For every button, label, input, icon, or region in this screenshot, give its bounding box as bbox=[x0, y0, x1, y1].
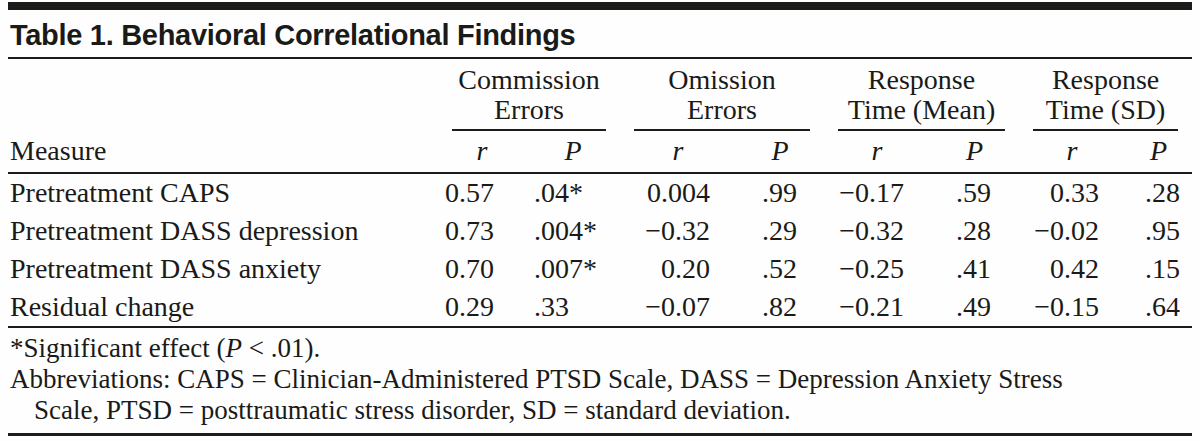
journal-table-figure: Table 1. Behavioral Correlational Findin… bbox=[0, 0, 1200, 441]
group-header-row: Commission Errors Omission Errors Respon… bbox=[8, 59, 1192, 131]
r-value-cell: 0.004 bbox=[620, 173, 736, 212]
significance-footnote-prefix: *Significant effect ( bbox=[10, 333, 225, 363]
p-value-cell: .007* bbox=[526, 250, 620, 288]
r-value-cell: 0.73 bbox=[438, 212, 526, 250]
group-header-response-time-sd: Response Time (SD) bbox=[1019, 59, 1192, 131]
p-value-cell: .15 bbox=[1125, 250, 1192, 288]
p-value-cell: .41 bbox=[930, 250, 1019, 288]
top-rule bbox=[8, 2, 1192, 10]
table-row-pretreatment-dass-depression: Pretreatment DASS depression 0.73 .004* … bbox=[8, 212, 1192, 250]
r-column-header: r bbox=[438, 131, 526, 173]
p-value-cell: .29 bbox=[736, 212, 824, 250]
group-label-line: Errors bbox=[452, 95, 606, 125]
p-value-cell: .49 bbox=[930, 288, 1019, 327]
table-row-pretreatment-dass-anxiety: Pretreatment DASS anxiety 0.70 .007* 0.2… bbox=[8, 250, 1192, 288]
r-value-cell: 0.20 bbox=[620, 250, 736, 288]
significance-footnote-p: P bbox=[225, 333, 242, 363]
r-value-cell: −0.25 bbox=[824, 250, 930, 288]
measure-cell: Pretreatment DASS depression bbox=[8, 212, 438, 250]
p-value-cell: .04* bbox=[526, 173, 620, 212]
group-label-line: Response bbox=[1033, 65, 1178, 95]
p-column-header: P bbox=[736, 131, 824, 173]
r-value-cell: −0.17 bbox=[824, 173, 930, 212]
p-column-header: P bbox=[1125, 131, 1192, 173]
p-column-header: P bbox=[930, 131, 1019, 173]
group-label-line: Commission bbox=[452, 65, 606, 95]
group-label-line: Time (Mean) bbox=[838, 95, 1005, 125]
group-label-line: Response bbox=[838, 65, 1005, 95]
p-value-cell: .004* bbox=[526, 212, 620, 250]
r-value-cell: 0.42 bbox=[1019, 250, 1125, 288]
correlation-table: Commission Errors Omission Errors Respon… bbox=[8, 59, 1192, 328]
p-value-cell: .59 bbox=[930, 173, 1019, 212]
group-label-line: Time (SD) bbox=[1033, 95, 1178, 125]
bottom-rule bbox=[8, 433, 1192, 436]
table-title: Table 1. Behavioral Correlational Findin… bbox=[8, 10, 1192, 57]
r-value-cell: −0.21 bbox=[824, 288, 930, 327]
r-value-cell: 0.33 bbox=[1019, 173, 1125, 212]
p-value-cell: .28 bbox=[1125, 173, 1192, 212]
group-header-omission-errors: Omission Errors bbox=[620, 59, 824, 131]
p-value-cell: .52 bbox=[736, 250, 824, 288]
p-value-cell: .95 bbox=[1125, 212, 1192, 250]
r-value-cell: −0.32 bbox=[620, 212, 736, 250]
abbreviations-footnote-line2: Scale, PTSD = posttraumatic stress disor… bbox=[8, 395, 1192, 426]
measure-cell: Residual change bbox=[8, 288, 438, 327]
abbreviations-footnote-line1: Abbreviations: CAPS = Clinician-Administ… bbox=[8, 364, 1192, 395]
r-value-cell: −0.15 bbox=[1019, 288, 1125, 327]
r-value-cell: 0.57 bbox=[438, 173, 526, 212]
r-column-header: r bbox=[824, 131, 930, 173]
r-column-header: r bbox=[620, 131, 736, 173]
r-value-cell: 0.70 bbox=[438, 250, 526, 288]
p-value-cell: .33 bbox=[526, 288, 620, 327]
table-row-residual-change: Residual change 0.29 .33 −0.07 .82 −0.21… bbox=[8, 288, 1192, 327]
measure-cell: Pretreatment CAPS bbox=[8, 173, 438, 212]
significance-footnote-suffix: < .01). bbox=[242, 333, 320, 363]
r-value-cell: −0.02 bbox=[1019, 212, 1125, 250]
significance-footnote: *Significant effect (P < .01). bbox=[8, 333, 1192, 364]
r-column-header: r bbox=[1019, 131, 1125, 173]
group-header-response-time-mean: Response Time (Mean) bbox=[824, 59, 1019, 131]
r-value-cell: −0.32 bbox=[824, 212, 930, 250]
p-value-cell: .82 bbox=[736, 288, 824, 327]
table-footnotes: *Significant effect (P < .01). Abbreviat… bbox=[8, 328, 1192, 426]
p-value-cell: .28 bbox=[930, 212, 1019, 250]
group-label-line: Omission bbox=[634, 65, 810, 95]
p-column-header: P bbox=[526, 131, 620, 173]
table-row-pretreatment-caps: Pretreatment CAPS 0.57 .04* 0.004 .99 −0… bbox=[8, 173, 1192, 212]
group-label-line: Errors bbox=[634, 95, 810, 125]
group-header-commission-errors: Commission Errors bbox=[438, 59, 620, 131]
subheader-row: Measure r P r P r P r P bbox=[8, 131, 1192, 173]
group-header-spacer bbox=[8, 59, 438, 131]
p-value-cell: .64 bbox=[1125, 288, 1192, 327]
r-value-cell: 0.29 bbox=[438, 288, 526, 327]
r-value-cell: −0.07 bbox=[620, 288, 736, 327]
measure-cell: Pretreatment DASS anxiety bbox=[8, 250, 438, 288]
measure-column-header: Measure bbox=[8, 131, 438, 173]
p-value-cell: .99 bbox=[736, 173, 824, 212]
